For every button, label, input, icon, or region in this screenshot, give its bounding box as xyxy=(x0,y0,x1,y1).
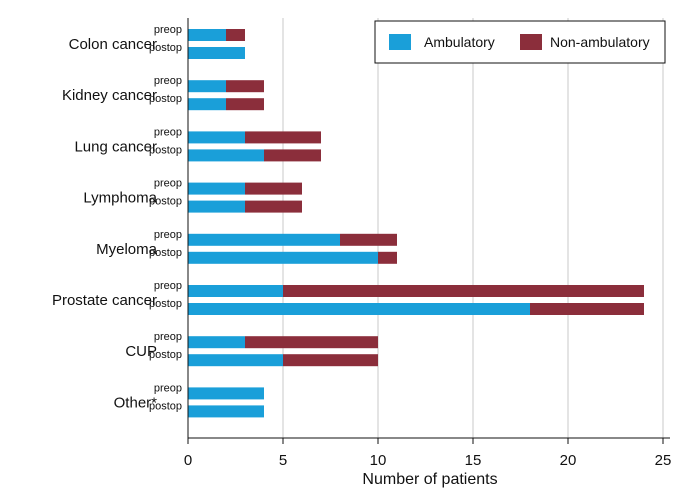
bar-segment-ambulatory xyxy=(188,131,245,144)
bar-segment-ambulatory xyxy=(188,285,283,297)
bar-segment-ambulatory xyxy=(188,200,245,213)
bar-label-preop: preop xyxy=(154,126,182,138)
x-tick-label: 5 xyxy=(279,452,287,469)
legend-swatch xyxy=(389,34,411,50)
x-tick-label: 15 xyxy=(465,452,482,469)
bar-segment-non-ambulatory xyxy=(226,29,245,41)
x-tick-label: 20 xyxy=(560,452,577,469)
category-label: CUP xyxy=(125,343,157,360)
bar-segment-ambulatory xyxy=(188,405,264,418)
category-label: Prostate cancer xyxy=(52,292,157,309)
bar-segment-ambulatory xyxy=(188,29,226,41)
bar-label-preop: preop xyxy=(154,382,182,394)
bar-segment-non-ambulatory xyxy=(245,200,302,213)
bar-segment-ambulatory xyxy=(188,354,283,367)
bar-segment-ambulatory xyxy=(188,80,226,93)
bar-segment-ambulatory xyxy=(188,387,264,400)
x-axis: 0 5 10 15 20 25 Number of patients xyxy=(184,18,672,488)
legend: Ambulatory Non-ambulatory xyxy=(374,20,666,64)
category-label: Lung cancer xyxy=(74,138,157,155)
bar-segment-non-ambulatory xyxy=(283,354,378,367)
bar-label-postop: postop xyxy=(149,400,182,412)
bar-label-preop: preop xyxy=(154,75,182,87)
bar-label-postop: postop xyxy=(149,196,182,208)
bar-label-preop: preop xyxy=(154,178,182,190)
bars xyxy=(188,29,644,418)
bar-segment-non-ambulatory xyxy=(264,149,321,162)
x-tick-label: 0 xyxy=(184,452,192,469)
bar-segment-non-ambulatory xyxy=(378,251,397,264)
bar-segment-non-ambulatory xyxy=(245,336,378,349)
bar-label-postop: postop xyxy=(149,298,182,310)
bar-label-preop: preop xyxy=(154,24,182,36)
bar-label-postop: postop xyxy=(149,93,182,105)
bar-label-postop: postop xyxy=(149,144,182,156)
legend-swatch xyxy=(520,34,542,50)
category-label: Kidney cancer xyxy=(62,87,157,104)
bar-segment-non-ambulatory xyxy=(245,131,321,144)
category-label: Lymphoma xyxy=(83,190,157,207)
bar-label-preop: preop xyxy=(154,229,182,241)
bar-segment-non-ambulatory xyxy=(340,233,397,246)
bar-segment-ambulatory xyxy=(188,251,378,264)
bar-segment-ambulatory xyxy=(188,303,530,315)
bar-segment-ambulatory xyxy=(188,182,245,195)
bar-segment-non-ambulatory xyxy=(226,80,264,93)
bar-segment-ambulatory xyxy=(188,47,245,59)
grid-lines xyxy=(282,18,664,438)
category-label: Colon cancer xyxy=(69,36,157,53)
bar-label-preop: preop xyxy=(154,280,182,292)
bar-segment-non-ambulatory xyxy=(245,182,302,195)
bar-label-postop: postop xyxy=(149,247,182,259)
x-axis-title: Number of patients xyxy=(362,471,497,488)
category-label: Myeloma xyxy=(96,241,158,258)
x-tick-label: 25 xyxy=(655,452,672,469)
bar-label-postop: postop xyxy=(149,42,182,54)
bar-segment-ambulatory xyxy=(188,336,245,349)
x-tick-label: 10 xyxy=(370,452,387,469)
bar-segment-non-ambulatory xyxy=(530,303,644,315)
bar-segment-non-ambulatory xyxy=(226,98,264,111)
bar-segment-ambulatory xyxy=(188,98,226,111)
bar-segment-ambulatory xyxy=(188,149,264,162)
bar-segment-ambulatory xyxy=(188,233,340,246)
legend-label: Non-ambulatory xyxy=(550,34,650,50)
bar-segment-non-ambulatory xyxy=(283,285,644,297)
category-label: Other* xyxy=(114,394,158,411)
bar-label-postop: postop xyxy=(149,349,182,361)
bar-label-preop: preop xyxy=(154,331,182,343)
legend-label: Ambulatory xyxy=(424,34,495,50)
